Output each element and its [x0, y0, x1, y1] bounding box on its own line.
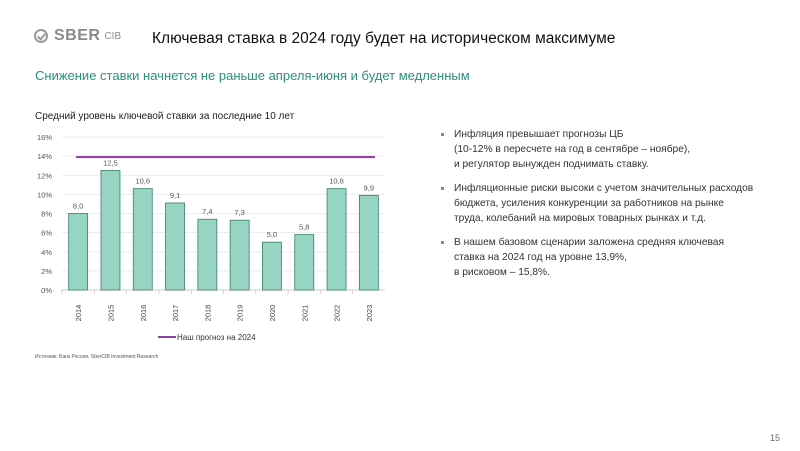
- slide-subtitle: Снижение ставки начнется не раньше апрел…: [35, 68, 470, 83]
- bar: [100, 170, 121, 291]
- x-tick-label: 2020: [268, 305, 277, 322]
- y-tick-label: 8%: [41, 210, 52, 219]
- x-tick-label: 2014: [74, 305, 83, 322]
- bar: [165, 202, 185, 291]
- bar: [326, 188, 347, 291]
- y-tick-label: 10%: [37, 190, 52, 199]
- slide-title: Ключевая ставка в 2024 году будет на ист…: [152, 30, 616, 47]
- data-label: 10,6: [329, 177, 344, 186]
- bullet-line: бюджета, усиления конкуренции за работни…: [454, 198, 724, 209]
- bullet-line: труда, колебаний на мировых товарных рын…: [454, 213, 706, 224]
- bar: [294, 234, 315, 291]
- data-label: 5,8: [299, 223, 309, 232]
- bullet-line: (10-12% в пересчете на год в сентябре – …: [454, 144, 691, 155]
- bullet-line: Инфляционные риски высоки с учетом значи…: [454, 183, 754, 194]
- y-tick-label: 12%: [37, 171, 52, 180]
- x-tick-label: 2021: [300, 305, 309, 322]
- bullet-line: ставка на 2024 год на уровне 13,9%,: [454, 252, 627, 263]
- bullet-line: в рисковом – 15,8%.: [454, 267, 550, 278]
- data-label: 7,4: [202, 207, 212, 216]
- logo-text: SBER: [54, 27, 101, 44]
- x-tick-label: 2022: [333, 305, 342, 322]
- legend-label: Наш прогноз на 2024: [177, 333, 256, 342]
- bullet-line: В нашем базовом сценарии заложена средня…: [454, 237, 724, 248]
- x-tick-label: 2018: [203, 305, 212, 322]
- bullet-list: Инфляция превышает прогнозы ЦБ (10-12% в…: [440, 127, 790, 289]
- bar: [262, 241, 282, 291]
- sber-cib-logo: SBER CIB: [34, 27, 121, 45]
- x-tick-label: 2017: [171, 305, 180, 322]
- y-tick-label: 6%: [41, 229, 52, 238]
- bar-chart: 0% 2% 4% 6% 8% 10% 12% 14% 16% 8,0 2014 12,5 2015 10,…: [37, 133, 385, 342]
- data-label: 9,1: [170, 191, 180, 200]
- bar: [132, 188, 153, 291]
- x-tick-label: 2016: [139, 305, 148, 322]
- bullet-line: Инфляция превышает прогнозы ЦБ: [454, 129, 624, 140]
- y-tick-label: 14%: [37, 152, 52, 161]
- bullet-line: и регулятор вынужден поднимать ставку.: [454, 159, 649, 170]
- y-tick-label: 16%: [37, 133, 52, 142]
- y-tick-label: 0%: [41, 286, 52, 295]
- bullet-item: Инфляционные риски высоки с учетом значи…: [440, 181, 790, 226]
- source-note: Источник: Банк России, SberCIB Investmen…: [35, 354, 159, 360]
- logo-suffix: CIB: [104, 30, 122, 42]
- data-label: 7,3: [234, 208, 244, 217]
- bar: [229, 219, 250, 291]
- y-tick-label: 4%: [41, 248, 52, 257]
- x-tick-label: 2019: [236, 305, 245, 322]
- x-tick-label: 2015: [106, 305, 115, 322]
- bar: [197, 218, 218, 291]
- bullet-item: В нашем базовом сценарии заложена средня…: [440, 235, 790, 280]
- bar: [68, 213, 89, 291]
- bar: [358, 194, 379, 291]
- x-tick-label: 2023: [365, 305, 374, 322]
- chart-title: Средний уровень ключевой ставки за после…: [35, 111, 295, 122]
- data-label: 12,5: [103, 158, 118, 167]
- data-label: 10,6: [135, 177, 150, 186]
- data-label: 5,0: [267, 230, 277, 239]
- y-tick-label: 2%: [41, 267, 52, 276]
- bullet-item: Инфляция превышает прогнозы ЦБ (10-12% в…: [440, 127, 790, 172]
- check-circle-icon: [34, 29, 48, 43]
- data-label: 8,0: [73, 202, 83, 211]
- data-label: 9,9: [364, 183, 374, 192]
- page-number: 15: [769, 433, 780, 443]
